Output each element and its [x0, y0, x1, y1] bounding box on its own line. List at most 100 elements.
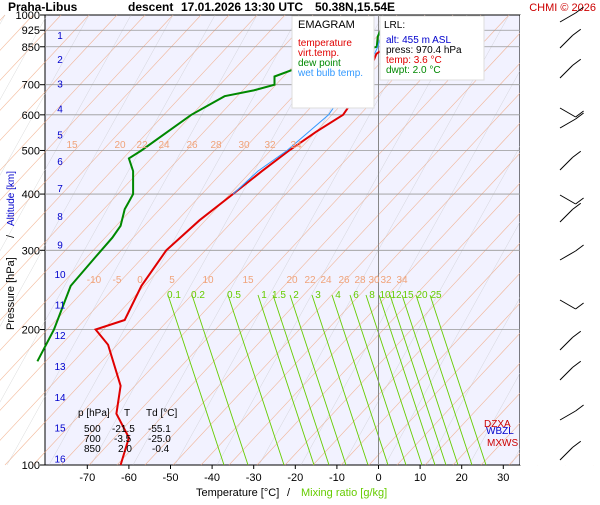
altitude-tick: 4: [57, 105, 63, 116]
altitude-tick: 7: [57, 184, 63, 195]
altitude-tick: 6: [57, 157, 63, 168]
mixing-ratio-label: 25: [430, 290, 442, 301]
wind-barb-strip: [520, 15, 600, 465]
altitude-tick: 8: [57, 212, 63, 223]
marker-wbzl: WBZL: [486, 426, 514, 437]
mixing-ratio-label: 1.5: [272, 290, 286, 301]
marker-mxws: MXWS: [487, 438, 518, 449]
mixing-ratio-label: 0.5: [227, 290, 241, 301]
altitude-tick: 5: [57, 130, 63, 141]
altitude-tick: 9: [57, 240, 63, 251]
altitude-tick: 10: [54, 270, 66, 281]
dry-adiabat-label: 28: [210, 140, 222, 151]
dry-adiabat-label: 34: [396, 275, 408, 286]
y-axis-pressure-label: Pressure [hPa]: [5, 257, 17, 330]
dry-adiabat-label: 15: [242, 275, 254, 286]
dry-adiabat-label: 26: [186, 140, 198, 151]
pressure-tick: 925: [22, 25, 40, 37]
level-table: p [hPa] T Td [°C] 500 -21.5 -55.1 700 -3…: [78, 408, 177, 455]
dry-adiabat-label: 30: [368, 275, 380, 286]
plot-area: [45, 15, 520, 465]
lrl-dewpoint: dwpt: 2.0 °C: [386, 65, 441, 76]
dry-adiabat-label: 34: [290, 140, 302, 151]
mixing-ratio-label: 0.2: [191, 290, 205, 301]
dry-adiabat-label: 20: [114, 140, 126, 151]
dry-adiabat-label: 22: [304, 275, 316, 286]
dry-adiabat-label: 22: [136, 140, 148, 151]
mixing-ratio-label: 12: [390, 290, 402, 301]
y-axis-sep: /: [5, 234, 17, 238]
table-header-t: T: [124, 408, 130, 419]
temperature-tick: -60: [121, 472, 137, 484]
mixing-ratio-label: 20: [416, 290, 428, 301]
mixing-ratio-label: 0.1: [167, 290, 181, 301]
legend: EMAGRAM temperature virt.temp. dew point…: [292, 16, 374, 108]
mixing-ratio-label: 6: [353, 290, 359, 301]
pressure-tick: 100: [22, 460, 40, 472]
temperature-tick: -30: [246, 472, 262, 484]
sounding-mode: descent: [128, 0, 173, 14]
temperature-tick: -20: [287, 472, 303, 484]
pressure-tick: 1000: [16, 10, 40, 22]
table-cell: 850: [84, 444, 101, 455]
altitude-tick: 1: [57, 31, 63, 42]
altitude-tick: 16: [54, 454, 66, 465]
pressure-tick: 700: [22, 80, 40, 92]
dry-adiabat-label: 28: [354, 275, 366, 286]
dry-adiabat-label: -10: [87, 275, 102, 286]
x-axis-mixing-label: Mixing ratio [g/kg]: [301, 487, 387, 499]
pressure-tick: 400: [22, 189, 40, 201]
temperature-tick: 20: [456, 472, 468, 484]
dry-adiabat-label: 26: [338, 275, 350, 286]
lrl-title: LRL:: [384, 20, 405, 31]
y-axis-altitude-label: Altitude [km]: [6, 171, 17, 226]
altitude-tick: 15: [54, 424, 66, 435]
dry-adiabat-label: -5: [113, 275, 122, 286]
station-coords: 50.38N,15.54E: [315, 0, 395, 14]
dry-adiabat-label: 20: [286, 275, 298, 286]
mixing-ratio-label: 2: [293, 290, 299, 301]
dry-adiabat-label: 32: [380, 275, 392, 286]
dry-adiabat-label: 24: [320, 275, 332, 286]
temperature-tick: 0: [375, 472, 381, 484]
temperature-tick: -70: [79, 472, 95, 484]
dry-adiabat-label: 10: [202, 275, 214, 286]
pressure-tick: 300: [22, 245, 40, 257]
mixing-ratio-label: 1: [261, 290, 267, 301]
copyright: CHMI © 2026: [529, 2, 596, 14]
lrl-box: LRL: alt: 455 m ASL press: 970.4 hPa tem…: [380, 16, 484, 80]
dry-adiabat-label: 0: [137, 275, 143, 286]
mixing-ratio-label: 3: [315, 290, 321, 301]
table-cell: -0.4: [152, 444, 170, 455]
altitude-tick: 12: [54, 331, 66, 342]
temperature-tick: -40: [204, 472, 220, 484]
altitude-tick: 13: [54, 362, 66, 373]
dry-adiabat-label: 32: [264, 140, 276, 151]
altitude-tick: 14: [54, 393, 66, 404]
sounding-datetime: 17.01.2026 13:30 UTC: [181, 0, 303, 14]
mixing-ratio-label: 4: [335, 290, 341, 301]
pressure-tick: 850: [22, 42, 40, 54]
altitude-tick: 3: [57, 79, 63, 90]
temperature-tick: 30: [497, 472, 509, 484]
dry-adiabat-label: 15: [66, 140, 78, 151]
temperature-tick: -50: [163, 472, 179, 484]
altitude-tick: 11: [55, 300, 66, 311]
dry-adiabat-label: 5: [169, 275, 175, 286]
x-axis-temp-label: Temperature [°C]: [196, 487, 279, 499]
mixing-ratio-label: 10: [379, 290, 391, 301]
y-axis-title: Pressure [hPa] / Altitude [km]: [5, 171, 17, 330]
legend-title: EMAGRAM: [298, 19, 355, 31]
mixing-ratio-label: 8: [369, 290, 375, 301]
pressure-tick: 200: [22, 325, 40, 337]
table-header-p: p [hPa]: [78, 408, 110, 419]
x-axis-sep: /: [287, 487, 291, 499]
table-header-td: Td [°C]: [146, 408, 177, 419]
dry-adiabat-label: 24: [158, 140, 170, 151]
table-cell: 2.0: [118, 444, 132, 455]
legend-wet-bulb: wet bulb temp.: [297, 68, 363, 79]
temperature-tick: -10: [329, 472, 345, 484]
pressure-tick: 500: [22, 145, 40, 157]
altitude-tick: 2: [57, 55, 63, 66]
